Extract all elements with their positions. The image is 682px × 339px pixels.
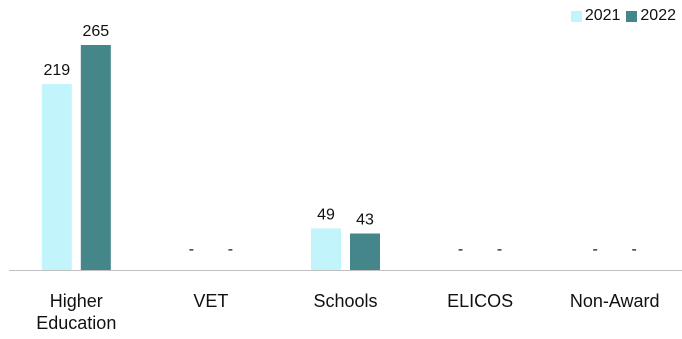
category-label-schools: Schools — [313, 291, 377, 311]
value-label-schools-2021: 49 — [317, 206, 335, 223]
bar-schools-2021 — [311, 228, 341, 270]
value-label-vet-2021: - — [189, 241, 194, 258]
value-labels-group: 219 265 - - 49 43 - - - - — [43, 23, 636, 258]
value-label-non-award-2021: - — [593, 241, 598, 258]
bar-higher-education-2021 — [41, 84, 72, 270]
category-label-elicos: ELICOS — [447, 291, 513, 311]
value-label-non-award-2022: - — [632, 241, 637, 258]
bars-group — [41, 45, 380, 270]
legend-item-2021: 2021 — [570, 7, 621, 25]
category-label-higher-education: Higher Education — [36, 291, 116, 333]
value-label-elicos-2021: - — [458, 241, 463, 258]
category-labels-group: Higher Education VET Schools ELICOS Non-Award — [36, 291, 659, 333]
value-label-higher-education-2021: 219 — [43, 62, 70, 79]
category-label-vet: VET — [193, 291, 228, 311]
value-label-higher-education-2022: 265 — [82, 23, 109, 40]
legend: 2021 2022 — [565, 7, 676, 25]
value-label-elicos-2022: - — [497, 241, 502, 258]
legend-label-2021: 2021 — [584, 7, 621, 24]
value-label-vet-2022: - — [228, 241, 233, 258]
bar-higher-education-2022 — [80, 45, 111, 270]
value-label-schools-2022: 43 — [356, 211, 374, 228]
bar-schools-2022 — [350, 233, 380, 270]
legend-label-2022: 2022 — [640, 7, 676, 24]
legend-swatch-2022 — [626, 10, 638, 22]
legend-item-2022: 2022 — [626, 7, 676, 25]
category-label-non-award: Non-Award — [570, 291, 660, 311]
legend-swatch-2021 — [570, 10, 582, 22]
